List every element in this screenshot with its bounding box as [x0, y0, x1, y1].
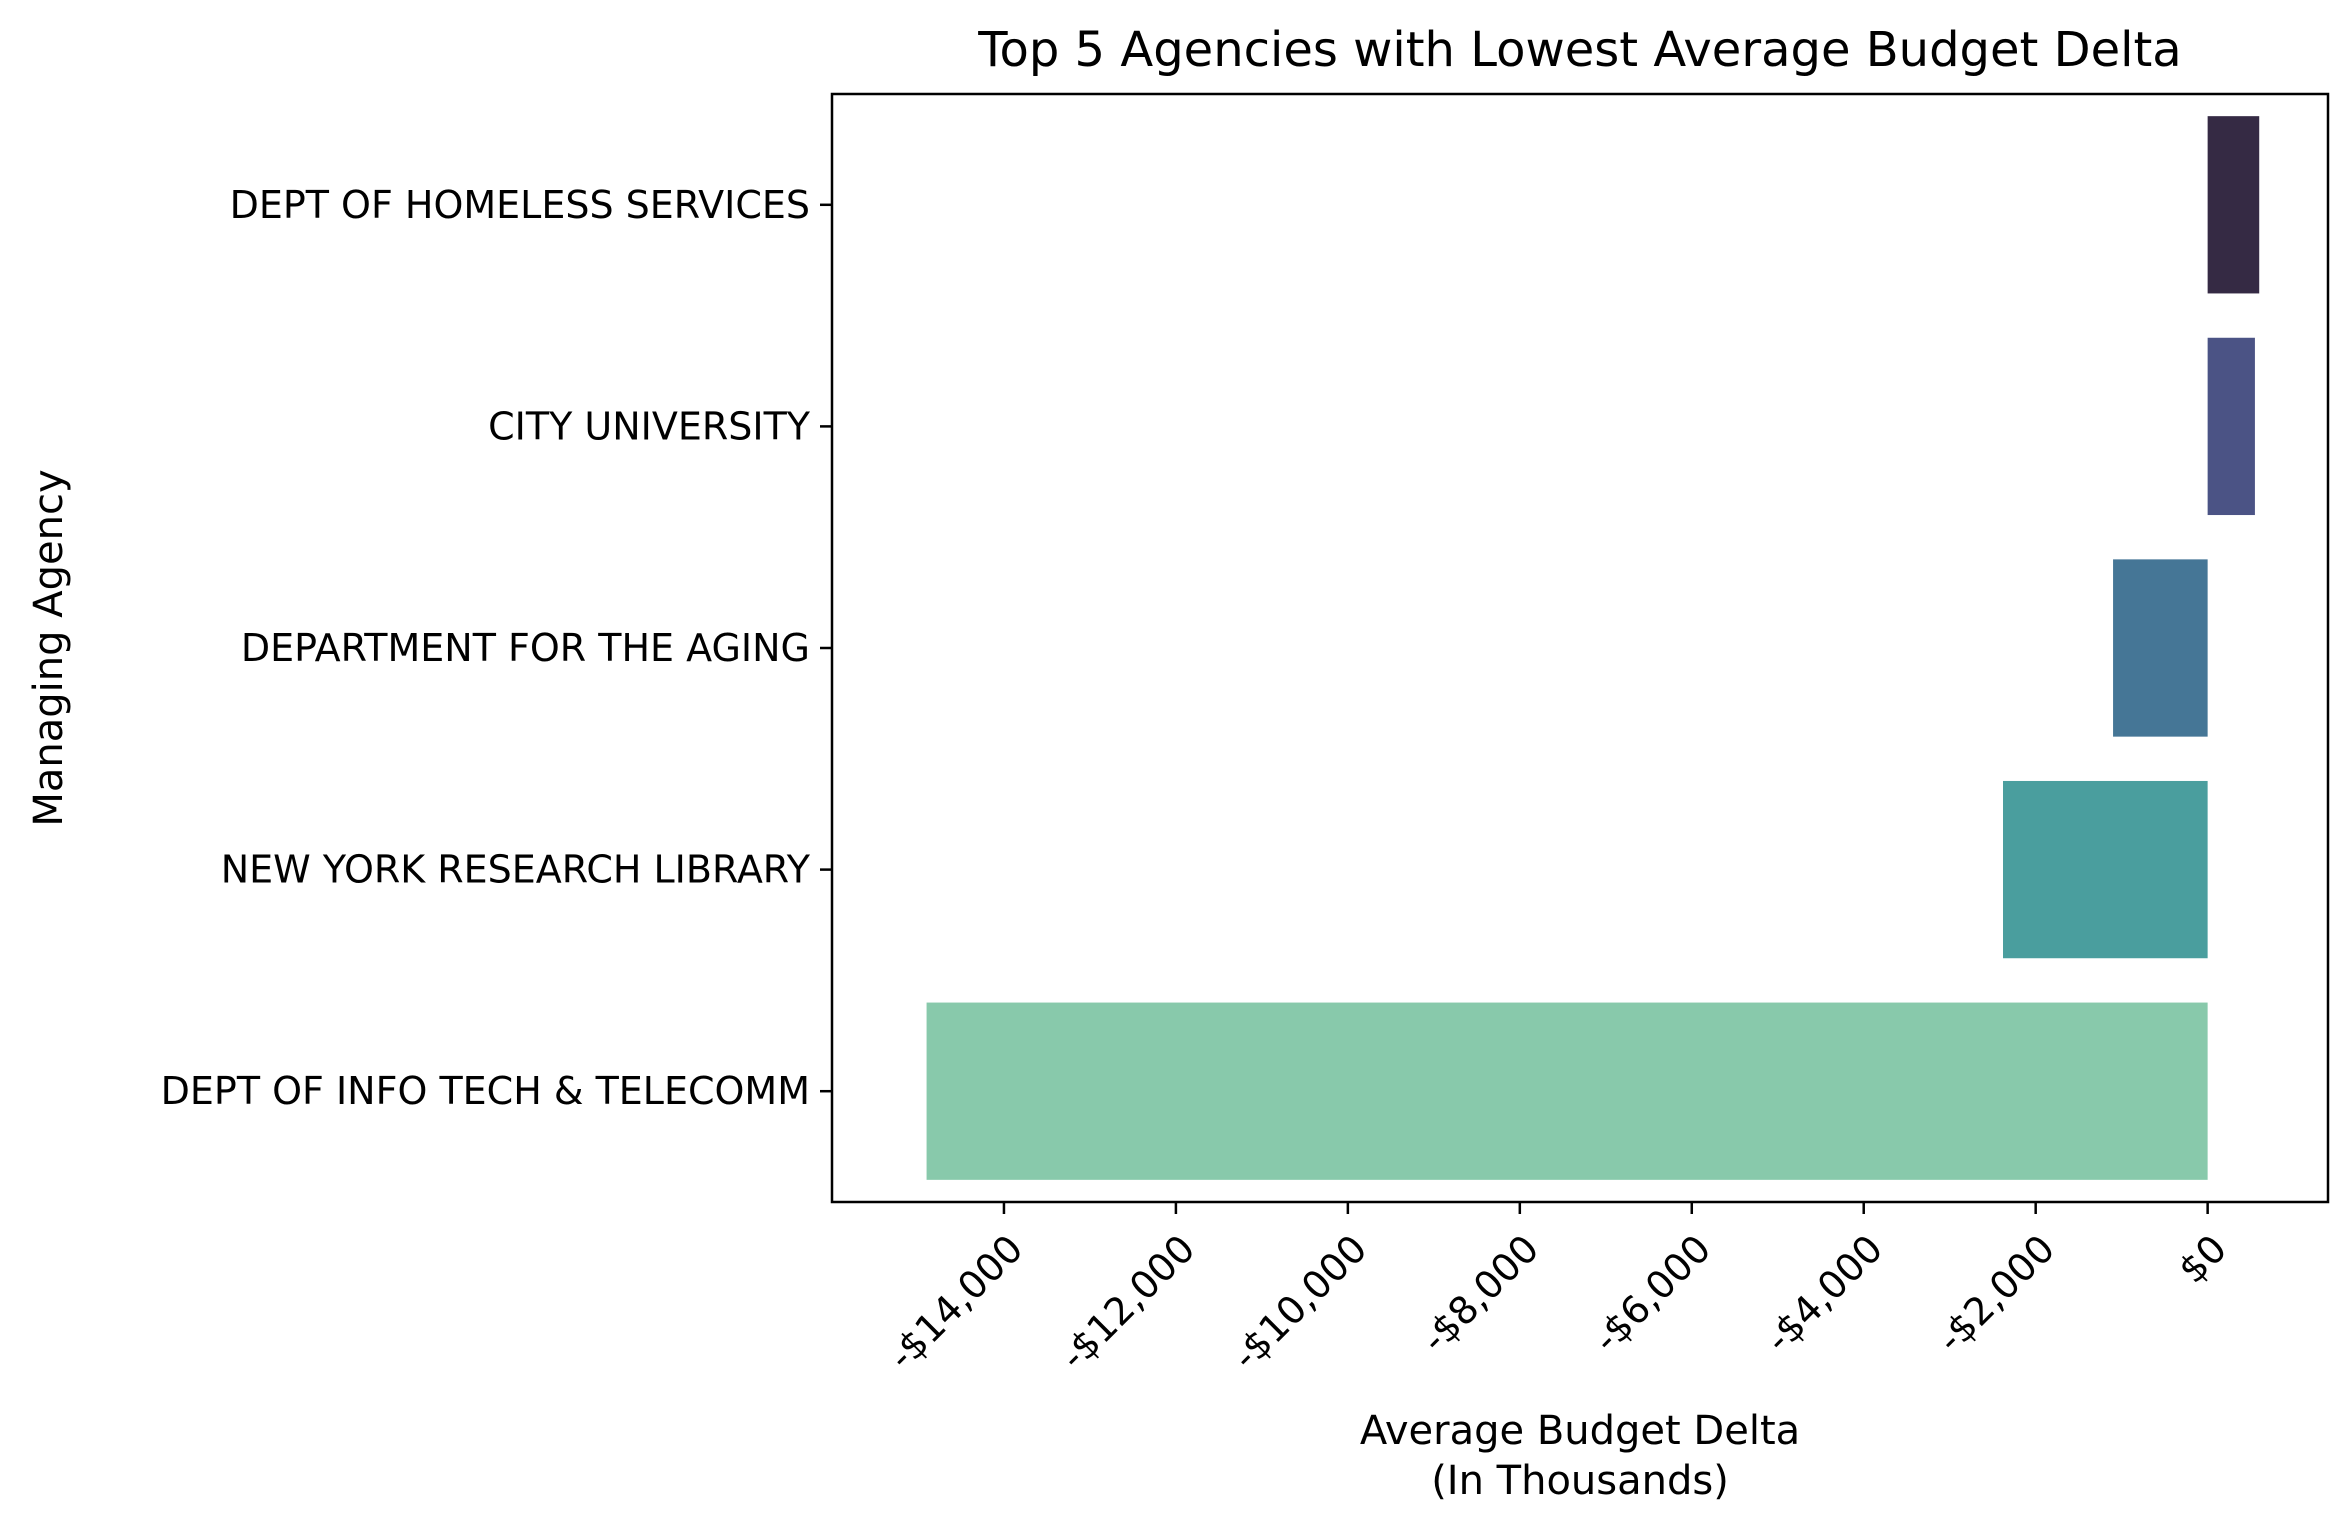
- x-tick-label: -$8,000: [1413, 1226, 1548, 1361]
- x-axis-label-subtitle: (In Thousands): [1431, 1458, 1729, 1504]
- bar-2: [2207, 337, 2255, 516]
- y-axis-label: Managing Agency: [26, 469, 72, 826]
- x-axis-label: Average Budget Delta: [1360, 1408, 1800, 1454]
- x-axis: -$14,000 -$12,000 -$10,000 -$8,000 -$6,000 -$…: [880, 1202, 2235, 1378]
- category-label: CITY UNIVERSITY: [488, 404, 811, 448]
- x-tick-label: -$6,000: [1584, 1226, 1719, 1361]
- bar-1: [2207, 116, 2260, 294]
- category-label: NEW YORK RESEARCH LIBRARY: [221, 848, 811, 892]
- bars-layer: [926, 116, 2260, 1180]
- x-tick-label: -$2,000: [1928, 1226, 2063, 1361]
- x-tick-label: -$14,000: [880, 1226, 1032, 1378]
- x-tick-label: -$10,000: [1223, 1226, 1375, 1378]
- y-axis: DEPT OF HOMELESS SERVICES CITY UNIVERSITY…: [161, 183, 832, 1113]
- x-tick-label: -$12,000: [1052, 1226, 1204, 1378]
- x-tick-label: -$4,000: [1756, 1226, 1891, 1361]
- bar-4: [2003, 780, 2208, 959]
- category-label: DEPT OF INFO TECH & TELECOMM: [161, 1069, 810, 1113]
- bar-3: [2113, 559, 2208, 737]
- x-tick-label: $0: [2170, 1226, 2235, 1291]
- chart-title: Top 5 Agencies with Lowest Average Budge…: [977, 22, 2181, 78]
- bar-5: [926, 1002, 2208, 1180]
- category-label: DEPARTMENT FOR THE AGING: [241, 626, 810, 670]
- category-label: DEPT OF HOMELESS SERVICES: [230, 183, 810, 227]
